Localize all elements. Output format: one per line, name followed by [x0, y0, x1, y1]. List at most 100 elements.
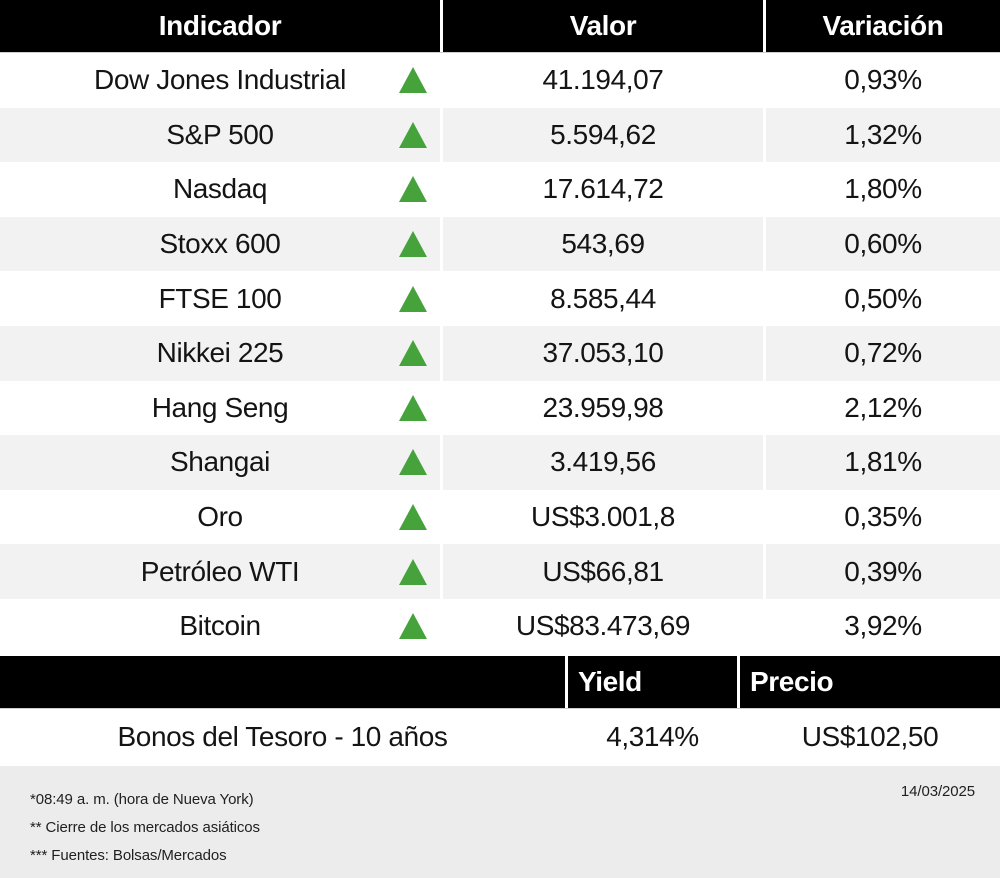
indicator-cell: Oro [0, 489, 440, 545]
indicator-name: S&P 500 [166, 118, 274, 150]
up-triangle-icon [399, 176, 427, 203]
bond-price-value: US$102,50 [740, 708, 1000, 766]
indicator-cell: Nikkei 225 [0, 325, 440, 381]
up-triangle-icon [399, 285, 427, 312]
market-row: Nasdaq 17.614,72 1,80% [0, 162, 1000, 217]
indicator-name: Hang Seng [151, 391, 289, 423]
indicator-name: Shangai [170, 446, 270, 478]
indicator-cell: Nasdaq [0, 162, 440, 217]
market-row: Nikkei 225 37.053,10 0,72% [0, 325, 1000, 381]
indicator-value: 23.959,98 [542, 391, 664, 423]
value-cell: US$3.001,8 [443, 489, 763, 545]
market-row: Oro US$3.001,8 0,35% [0, 489, 1000, 545]
value-cell: 23.959,98 [443, 380, 763, 436]
value-cell: 37.053,10 [443, 325, 763, 381]
indicator-variation: 0,35% [844, 501, 922, 533]
indicator-value: US$83.473,69 [515, 610, 691, 642]
variation-cell: 3,92% [766, 598, 1000, 654]
market-row: Hang Seng 23.959,98 2,12% [0, 380, 1000, 436]
indicator-value: 37.053,10 [542, 337, 664, 369]
header-valor: Valor [443, 0, 763, 52]
indicator-name: Petróleo WTI [140, 555, 300, 587]
indicator-value: 543,69 [561, 228, 645, 260]
main-table-header: Indicador Valor Variación [0, 0, 1000, 53]
indicator-variation: 3,92% [844, 610, 922, 642]
bond-yield-value: 4,314% [568, 708, 737, 766]
indicator-variation: 0,72% [844, 337, 922, 369]
variation-cell: 0,50% [766, 271, 1000, 326]
up-triangle-icon [399, 558, 427, 585]
market-row: Bitcoin US$83.473,69 3,92% [0, 598, 1000, 654]
bond-row: Bonos del Tesoro - 10 años 4,314% US$102… [0, 708, 1000, 766]
indicator-cell: Stoxx 600 [0, 216, 440, 272]
variation-cell: 0,39% [766, 544, 1000, 599]
indicator-cell: Petróleo WTI [0, 544, 440, 599]
indicator-cell: Hang Seng [0, 380, 440, 436]
bond-header-empty [0, 655, 565, 708]
up-triangle-icon [399, 613, 427, 640]
header-variacion: Variación [766, 0, 1000, 52]
up-triangle-icon [399, 121, 427, 148]
market-rows: Dow Jones Industrial 41.194,07 0,93% S&P 50… [0, 53, 1000, 654]
up-triangle-icon [399, 449, 427, 476]
bond-header-yield: Yield [568, 655, 737, 708]
header-indicador: Indicador [0, 0, 440, 52]
variation-cell: 0,60% [766, 216, 1000, 272]
value-cell: 3.419,56 [443, 435, 763, 490]
footnote-asian-markets: ** Cierre de los mercados asiáticos [30, 818, 260, 836]
footnotes: *08:49 a. m. (hora de Nueva York) ** Cie… [30, 786, 1000, 870]
market-row: Stoxx 600 543,69 0,60% [0, 216, 1000, 272]
indicator-variation: 0,50% [844, 282, 922, 314]
indicator-value: US$3.001,8 [531, 501, 675, 533]
value-cell: US$83.473,69 [443, 598, 763, 654]
variation-cell: 1,81% [766, 435, 1000, 490]
indicator-value: 3.419,56 [550, 446, 656, 478]
footnote-time: *08:49 a. m. (hora de Nueva York) [30, 790, 254, 808]
indicator-name: Stoxx 600 [159, 228, 281, 260]
variation-cell: 2,12% [766, 380, 1000, 436]
indicator-variation: 1,81% [844, 446, 922, 478]
variation-cell: 0,72% [766, 325, 1000, 381]
market-row: FTSE 100 8.585,44 0,50% [0, 271, 1000, 326]
bond-header-precio: Precio [740, 655, 1000, 708]
indicator-value: 41.194,07 [542, 64, 664, 96]
indicator-name: Nikkei 225 [156, 337, 284, 369]
indicator-variation: 1,32% [844, 118, 922, 150]
up-triangle-icon [399, 394, 427, 421]
indicator-value: 5.594,62 [550, 118, 656, 150]
indicator-variation: 0,60% [844, 228, 922, 260]
indicator-name: Nasdaq [172, 173, 268, 205]
indicator-name: Bitcoin [179, 610, 261, 642]
value-cell: 5.594,62 [443, 107, 763, 163]
indicator-cell: FTSE 100 [0, 271, 440, 326]
value-cell: 41.194,07 [443, 53, 763, 108]
market-row: Dow Jones Industrial 41.194,07 0,93% [0, 53, 1000, 108]
up-triangle-icon [399, 231, 427, 258]
indicator-value: 8.585,44 [550, 282, 656, 314]
market-row: S&P 500 5.594,62 1,32% [0, 107, 1000, 163]
indicator-cell: Dow Jones Industrial [0, 53, 440, 108]
market-row: Shangai 3.419,56 1,81% [0, 435, 1000, 490]
indicator-cell: S&P 500 [0, 107, 440, 163]
indicator-variation: 0,93% [844, 64, 922, 96]
indicator-variation: 0,39% [844, 555, 922, 587]
value-cell: US$66,81 [443, 544, 763, 599]
market-row: Petróleo WTI US$66,81 0,39% [0, 544, 1000, 599]
bond-table-header: Yield Precio [0, 655, 1000, 709]
indicator-cell: Shangai [0, 435, 440, 490]
indicator-value: US$66,81 [542, 555, 664, 587]
indicator-variation: 1,80% [844, 173, 922, 205]
up-triangle-icon [399, 340, 427, 367]
indicator-name: Oro [197, 501, 243, 533]
indicator-name: FTSE 100 [158, 282, 282, 314]
value-cell: 543,69 [443, 216, 763, 272]
value-cell: 8.585,44 [443, 271, 763, 326]
variation-cell: 0,93% [766, 53, 1000, 108]
indicator-value: 17.614,72 [542, 173, 664, 205]
variation-cell: 1,32% [766, 107, 1000, 163]
variation-cell: 1,80% [766, 162, 1000, 217]
indicator-cell: Bitcoin [0, 598, 440, 654]
footer: *08:49 a. m. (hora de Nueva York) ** Cie… [0, 765, 1000, 878]
bond-label: Bonos del Tesoro - 10 años [0, 708, 565, 766]
